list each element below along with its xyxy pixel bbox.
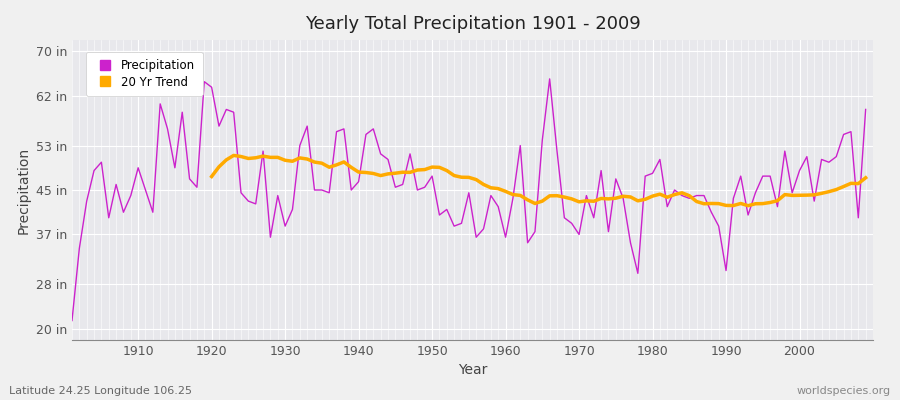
Y-axis label: Precipitation: Precipitation [16,146,31,234]
Legend: Precipitation, 20 Yr Trend: Precipitation, 20 Yr Trend [86,52,202,96]
Title: Yearly Total Precipitation 1901 - 2009: Yearly Total Precipitation 1901 - 2009 [304,15,641,33]
Text: worldspecies.org: worldspecies.org [796,386,891,396]
X-axis label: Year: Year [458,364,487,378]
Text: Latitude 24.25 Longitude 106.25: Latitude 24.25 Longitude 106.25 [9,386,192,396]
